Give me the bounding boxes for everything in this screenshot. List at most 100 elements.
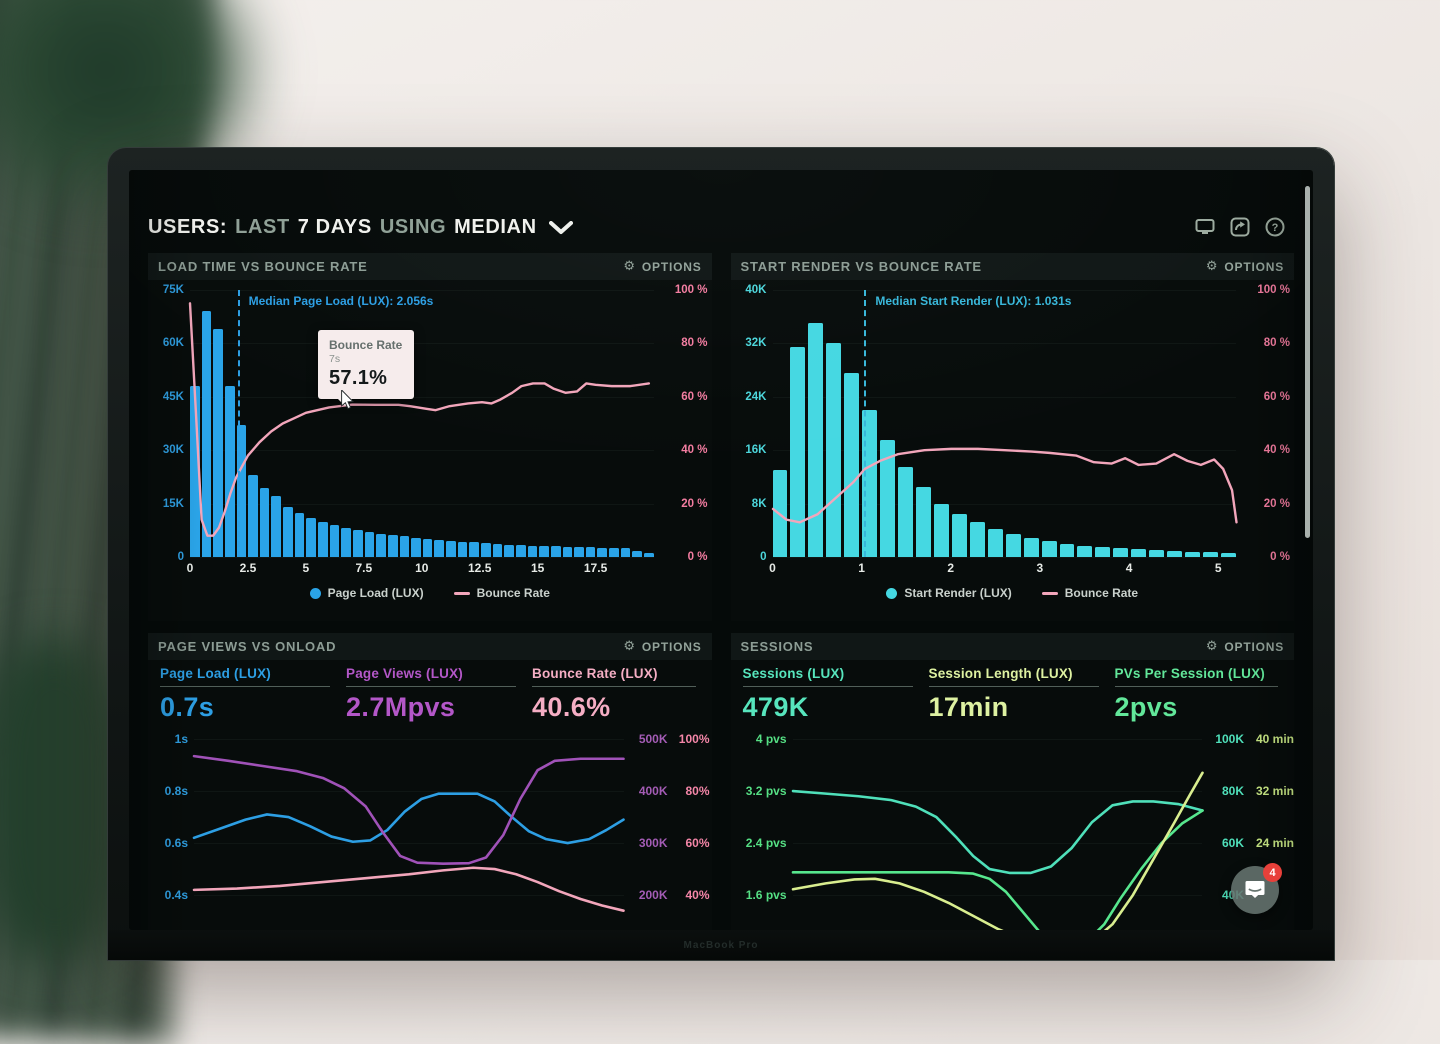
bar[interactable] xyxy=(609,548,619,557)
bar[interactable] xyxy=(492,543,503,557)
bar[interactable] xyxy=(898,466,913,557)
bar[interactable] xyxy=(248,475,258,557)
chart-area: 1s 0.8s 0.6s 0.4s 500K 400K 300K 200K 100% 80% 6… xyxy=(148,726,712,930)
bar[interactable] xyxy=(504,544,514,557)
top-icons: ? xyxy=(1195,217,1285,239)
load-time-plot[interactable]: Bounce Rate 7s 57.1% Median Page Load (L… xyxy=(190,290,654,558)
axis-label: 80 % xyxy=(1263,337,1290,350)
bar[interactable] xyxy=(387,534,398,557)
x-tick-label: 5 xyxy=(1214,561,1222,575)
page-views-plot[interactable] xyxy=(194,726,624,930)
line-series xyxy=(194,794,624,843)
bar[interactable] xyxy=(399,536,410,557)
line-series xyxy=(190,303,649,535)
bar[interactable] xyxy=(446,540,456,557)
metric: Page Views (LUX) 2.7Mpvs xyxy=(346,666,532,726)
gear-icon: ⚙ xyxy=(623,259,636,274)
bar[interactable] xyxy=(597,547,608,557)
bar[interactable] xyxy=(562,546,573,557)
bar[interactable] xyxy=(306,517,317,557)
bar[interactable] xyxy=(527,545,538,557)
bar[interactable] xyxy=(201,311,212,557)
bar[interactable] xyxy=(790,346,806,557)
bar[interactable] xyxy=(1059,543,1075,557)
line-series xyxy=(793,791,1203,873)
bar[interactable] xyxy=(643,552,654,557)
options-button[interactable]: ⚙ OPTIONS xyxy=(623,639,702,654)
bar[interactable] xyxy=(844,373,860,557)
gridline xyxy=(772,503,1236,505)
bar[interactable] xyxy=(213,329,223,557)
legend-item[interactable]: Bounce Rate xyxy=(1041,586,1138,600)
gridline xyxy=(772,557,1236,558)
bar[interactable] xyxy=(987,528,1003,557)
bar[interactable] xyxy=(224,386,235,557)
bar[interactable] xyxy=(1113,548,1129,557)
bar[interactable] xyxy=(411,537,421,557)
options-button[interactable]: ⚙ OPTIONS xyxy=(1205,639,1284,654)
dashboard-screen: USERS: LAST 7 DAYS USING MEDIAN ? xyxy=(129,170,1313,930)
bar[interactable] xyxy=(1131,549,1147,557)
bar[interactable] xyxy=(1095,547,1111,557)
bar[interactable] xyxy=(364,531,375,557)
share-icon[interactable] xyxy=(1230,217,1250,237)
help-icon[interactable]: ? xyxy=(1265,217,1285,237)
bar[interactable] xyxy=(481,543,491,557)
bar[interactable] xyxy=(916,486,931,557)
bar[interactable] xyxy=(318,522,328,557)
bar[interactable] xyxy=(880,440,896,557)
bar[interactable] xyxy=(808,323,824,557)
legend-item[interactable]: Start Render (LUX) xyxy=(886,586,1012,600)
bar[interactable] xyxy=(294,512,305,557)
bar[interactable] xyxy=(539,545,549,557)
bar[interactable] xyxy=(1149,550,1165,557)
bar[interactable] xyxy=(271,496,282,557)
bar[interactable] xyxy=(352,530,363,557)
bar[interactable] xyxy=(1185,551,1200,557)
bar[interactable] xyxy=(376,533,386,557)
bar[interactable] xyxy=(259,487,270,557)
bar[interactable] xyxy=(1077,545,1093,557)
sessions-plot[interactable] xyxy=(793,726,1203,930)
bar[interactable] xyxy=(190,386,200,557)
y-axis-right-pageviews: 500K 400K 300K 200K xyxy=(626,726,668,930)
bar[interactable] xyxy=(933,503,949,557)
bar[interactable] xyxy=(969,522,985,557)
x-tick-label: 3 xyxy=(1036,561,1044,575)
chat-launcher-button[interactable]: 4 xyxy=(1231,863,1282,914)
bar[interactable] xyxy=(515,544,526,557)
bar[interactable] xyxy=(1203,552,1218,557)
axis-label: 3.2 pvs xyxy=(745,784,787,799)
bar[interactable] xyxy=(1041,540,1057,557)
bar[interactable] xyxy=(1023,537,1039,557)
bar[interactable] xyxy=(422,538,433,557)
title-part: USING xyxy=(379,216,447,238)
time-range-dropdown[interactable]: USERS: LAST 7 DAYS USING MEDIAN xyxy=(148,216,573,239)
panel-title: PAGE VIEWS VS ONLOAD xyxy=(158,639,337,654)
legend-item[interactable]: Page Load (LUX) xyxy=(309,586,424,600)
bar[interactable] xyxy=(1005,533,1021,557)
bar[interactable] xyxy=(283,507,293,557)
chevron-down-icon xyxy=(548,220,573,234)
start-render-plot[interactable]: Median Start Render (LUX): 1.031s xyxy=(772,290,1237,558)
bar[interactable] xyxy=(620,548,631,557)
bar[interactable] xyxy=(434,539,445,557)
bar[interactable] xyxy=(341,527,351,557)
bar[interactable] xyxy=(236,425,247,557)
bar[interactable] xyxy=(329,524,340,557)
bar[interactable] xyxy=(951,513,967,557)
bar[interactable] xyxy=(632,550,642,557)
bar[interactable] xyxy=(1220,553,1236,557)
svg-text:?: ? xyxy=(1272,222,1279,234)
bar[interactable] xyxy=(574,547,584,557)
scrollbar[interactable] xyxy=(1305,186,1310,538)
display-icon[interactable] xyxy=(1195,217,1215,237)
bar[interactable] xyxy=(550,546,561,557)
options-button[interactable]: ⚙ OPTIONS xyxy=(1205,259,1284,274)
bar[interactable] xyxy=(457,541,468,557)
bar[interactable] xyxy=(585,547,596,557)
bar[interactable] xyxy=(1167,551,1183,557)
legend-item[interactable]: Bounce Rate xyxy=(453,586,550,600)
bar[interactable] xyxy=(469,542,480,557)
options-button[interactable]: ⚙ OPTIONS xyxy=(623,259,702,274)
